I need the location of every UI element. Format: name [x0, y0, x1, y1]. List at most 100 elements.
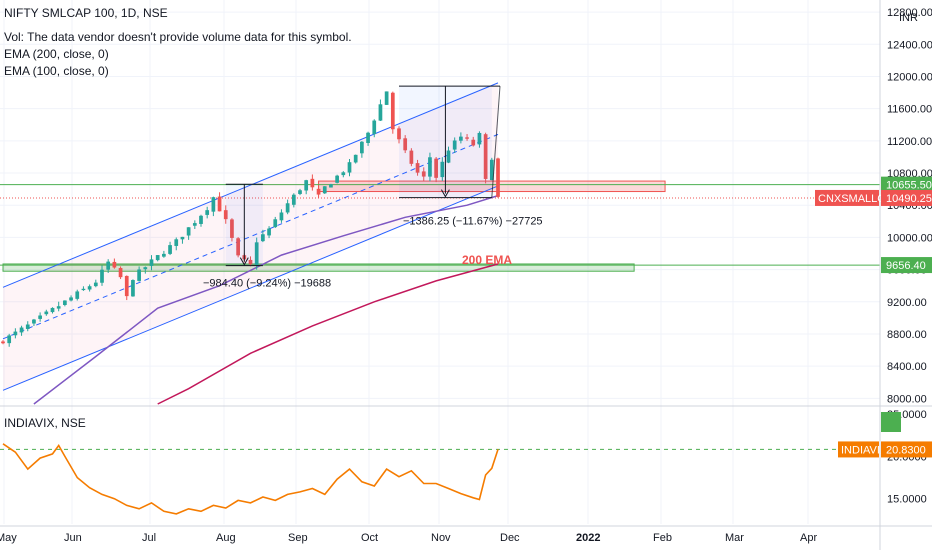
candle-body [19, 327, 24, 333]
candle [335, 174, 339, 184]
candle [131, 279, 135, 297]
candle [168, 241, 172, 256]
candle-body [186, 227, 191, 236]
candle-body [483, 134, 488, 179]
candle [322, 186, 327, 194]
candle [205, 206, 210, 219]
measure-diagonal [491, 86, 501, 198]
regression-channel [2, 82, 499, 391]
candle-body [81, 288, 86, 291]
candle-body [69, 297, 73, 301]
candle [409, 148, 414, 167]
candle [372, 119, 377, 138]
candle [100, 265, 104, 286]
candle-body [415, 163, 420, 173]
candle [236, 237, 240, 258]
measure-arrow-head [239, 257, 249, 266]
candle-body [93, 282, 98, 287]
candle-body [124, 275, 129, 297]
candle [217, 192, 222, 212]
candle-body [162, 253, 166, 257]
candle-body [13, 331, 18, 336]
candle-body [112, 261, 117, 268]
candle [415, 159, 420, 176]
candle-body [118, 268, 123, 278]
candle-body [347, 162, 352, 173]
time-tick-label: Mar [725, 532, 744, 544]
time-tick-label: 2022 [576, 532, 600, 544]
candle [477, 131, 482, 148]
candles [1, 91, 500, 347]
ema-200-line [157, 263, 499, 405]
candle-body [360, 141, 364, 154]
vix-tick-label: 15.0000 [887, 494, 927, 506]
channel-fill [3, 82, 498, 391]
candle [174, 237, 179, 251]
candle-body [459, 136, 463, 141]
level-price-tag-label: 10655.50 [886, 180, 932, 192]
candle [366, 131, 370, 146]
time-tick-label: Jul [142, 532, 156, 544]
candle [106, 259, 111, 274]
price-tick-label: 9200.00 [887, 297, 927, 309]
candle-body [310, 178, 315, 188]
candle [360, 141, 364, 158]
ema-annotation: 200 EMA [462, 253, 512, 267]
candle-body [155, 255, 160, 261]
candle [471, 136, 476, 147]
level-price-tag [881, 176, 932, 193]
candle [230, 218, 234, 242]
candle-body [471, 139, 476, 146]
candle [329, 183, 333, 188]
candle [180, 236, 185, 244]
candle-body [143, 267, 148, 270]
candle [261, 229, 265, 243]
candle-body [384, 91, 389, 105]
candle-body [106, 261, 111, 270]
candle-body [378, 104, 383, 121]
time-tick-label: Dec [500, 532, 520, 544]
candle [69, 295, 73, 302]
time-tick-label: Apr [800, 532, 817, 544]
candle-body [44, 311, 49, 315]
candle-body [477, 132, 482, 145]
candle-body [137, 269, 141, 281]
candle [1, 340, 5, 345]
candle [378, 99, 383, 121]
time-tick-label: Jun [64, 532, 82, 544]
candle-body [273, 219, 278, 228]
candle [421, 167, 426, 182]
candle [118, 266, 123, 280]
candle-body [267, 228, 271, 236]
candle [440, 157, 445, 181]
candle-body [199, 215, 203, 224]
time-tick-label: May [0, 532, 17, 544]
candle-body [353, 154, 358, 163]
candle [316, 185, 321, 198]
candle [459, 132, 463, 144]
measure-label: −984.40 (−9.24%) −19688 [203, 278, 331, 290]
measure-arrow-head [440, 189, 450, 198]
candle-body [131, 280, 135, 297]
price-tick-label: 11600.00 [887, 104, 932, 116]
time-tick-label: Oct [361, 532, 378, 544]
symbol-tag [815, 189, 879, 206]
price-tick-label: 8000.00 [887, 393, 927, 405]
candle [162, 250, 166, 258]
symbol-tag-label: CNXSMALLCAP [818, 193, 900, 205]
level-price-tag [881, 257, 932, 274]
candle-body [298, 190, 302, 194]
candle [397, 126, 401, 144]
candle-body [32, 319, 36, 324]
candle [384, 91, 389, 105]
candle-body [329, 184, 333, 188]
candle [273, 216, 278, 229]
price-tick-label: 8800.00 [887, 329, 927, 341]
candle-body [496, 158, 500, 197]
candle [285, 199, 290, 215]
candle-body [100, 269, 104, 283]
candle [155, 255, 160, 262]
candle-body [316, 188, 321, 195]
